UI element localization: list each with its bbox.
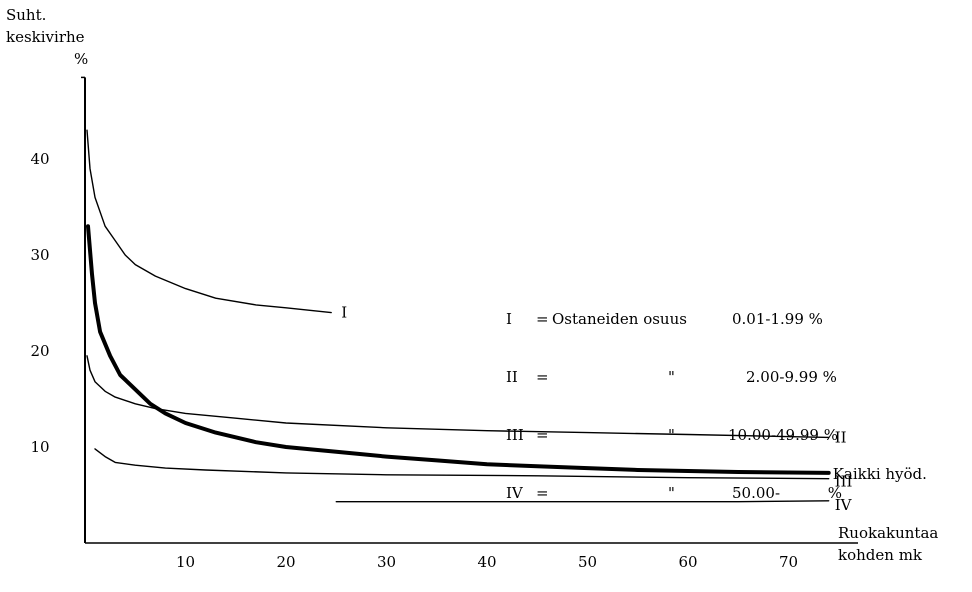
x-tick-label-4: 40 — [477, 553, 496, 571]
series-line-iii — [94, 448, 830, 480]
legend-row-4: IV = " 50.00- % — [506, 484, 896, 506]
legend-key-2: II — [506, 368, 518, 386]
legend-range-3: 10.00-49.99 % — [728, 426, 838, 444]
legend-key-1: I — [506, 310, 512, 328]
series-line-kaikki-hy-d — [86, 224, 831, 475]
series-line-iv — [335, 500, 830, 503]
legend-eq-4: = — [536, 484, 549, 502]
series-label-iii: III — [835, 473, 853, 491]
legend-range-2: 2.00-9.99 % — [746, 368, 837, 386]
x-tick-label-1: 10 — [176, 553, 195, 571]
x-tick-label-6: 60 — [678, 553, 697, 571]
legend-text-3: " — [668, 426, 675, 444]
legend-eq-1: = — [536, 310, 549, 328]
x-tick-label-5: 50 — [578, 553, 597, 571]
series-line-i — [86, 129, 332, 314]
x-tick-label-3: 30 — [377, 553, 396, 571]
legend-range-1: 0.01-1.99 % — [732, 310, 823, 328]
legend-eq-3: = — [536, 426, 549, 444]
legend-row-1: I = Ostaneiden osuus 0.01-1.99 % — [506, 310, 896, 332]
x-tick-label-2: 20 — [276, 553, 295, 571]
y-axis-title-line-2: keskivirhe — [6, 28, 85, 46]
legend-row-2: II = " 2.00-9.99 % — [506, 368, 896, 390]
legend-key-4: IV — [506, 484, 523, 502]
legend-text-1: Ostaneiden osuus — [552, 310, 687, 328]
legend: I = Ostaneiden osuus 0.01-1.99 % II = " … — [506, 274, 896, 524]
series-line-ii — [86, 355, 830, 439]
y-axis-title: Suht. keskivirhe % — [6, 4, 88, 70]
legend-text-2: " — [668, 368, 675, 386]
x-tick-label-7: 70 — [779, 553, 798, 571]
x-axis-title-line-1: Ruokakuntaa — [838, 524, 939, 542]
legend-range-4: 50.00- % — [732, 484, 842, 502]
y-tick-label-1: 10 — [30, 438, 49, 456]
legend-eq-2: = — [536, 368, 549, 386]
x-axis-title-line-2: kohden mk — [838, 546, 923, 564]
x-axis-title: Ruokakuntaa kohden mk — [838, 522, 938, 566]
series-label-ii: II — [835, 428, 847, 446]
y-axis-title-unit: % — [74, 50, 89, 68]
series-label-kaikki-hy-d: Kaikki hyöd. — [833, 465, 927, 483]
series-label-i: I — [341, 304, 347, 322]
y-tick-label-3: 30 — [30, 246, 49, 264]
y-tick-label-4: 40 — [30, 150, 49, 168]
y-axis-title-line-1: Suht. — [6, 6, 47, 24]
legend-row-3: III = " 10.00-49.99 % — [506, 426, 896, 448]
series-label-iv: IV — [835, 496, 853, 514]
y-tick-label-2: 20 — [30, 342, 49, 360]
legend-text-4: " — [668, 484, 675, 502]
